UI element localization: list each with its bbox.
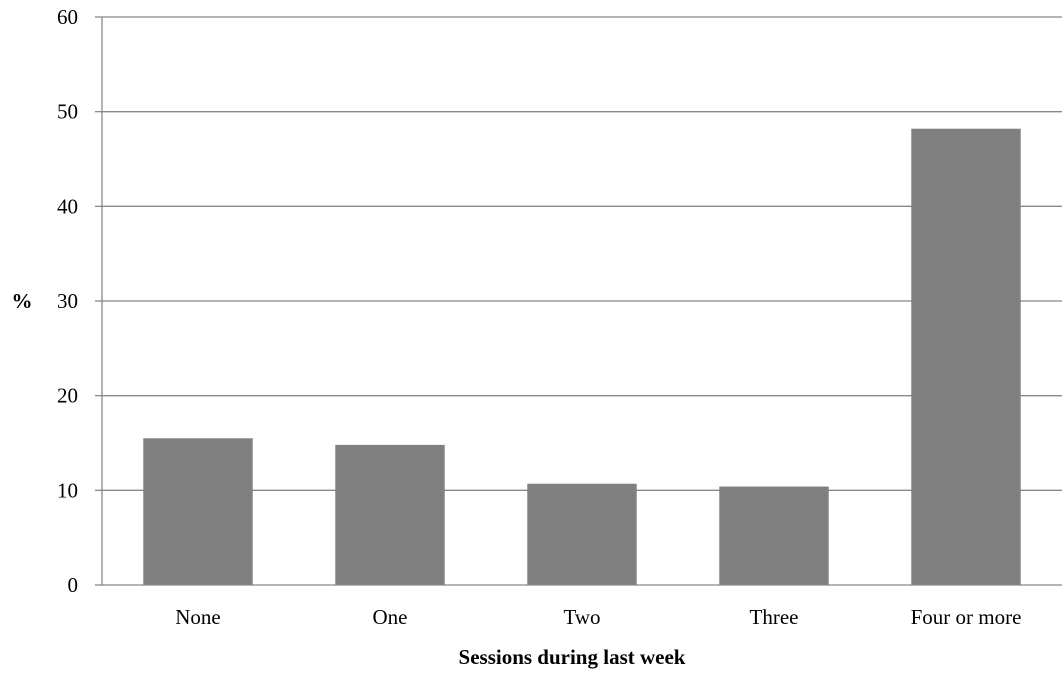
y-tick-label: 50 <box>57 100 78 124</box>
axes <box>95 16 1062 586</box>
y-axis-title: % <box>12 289 33 313</box>
y-tick-label: 0 <box>68 573 79 597</box>
y-tick-label: 60 <box>57 5 78 29</box>
y-tick-labels: 0 10 20 30 40 50 60 <box>57 5 78 597</box>
gridlines <box>102 16 1062 491</box>
bar-four-or-more <box>911 128 1021 585</box>
y-tick-label: 20 <box>57 384 78 408</box>
bar-none <box>143 438 253 585</box>
x-tick-labels: None One Two Three Four or more <box>175 605 1021 629</box>
y-tick-label: 30 <box>57 289 78 313</box>
x-tick-label: None <box>175 605 221 629</box>
y-tick-label: 10 <box>57 478 78 502</box>
y-tick-label: 40 <box>57 194 78 218</box>
bar-two <box>527 483 637 585</box>
x-tick-label: Four or more <box>911 605 1022 629</box>
bars <box>143 128 1021 585</box>
bar-three <box>719 486 829 585</box>
bar-one <box>335 444 445 585</box>
x-tick-label: Three <box>750 605 799 629</box>
x-axis-title: Sessions during last week <box>459 645 686 669</box>
x-tick-label: One <box>373 605 408 629</box>
x-tick-label: Two <box>563 605 600 629</box>
